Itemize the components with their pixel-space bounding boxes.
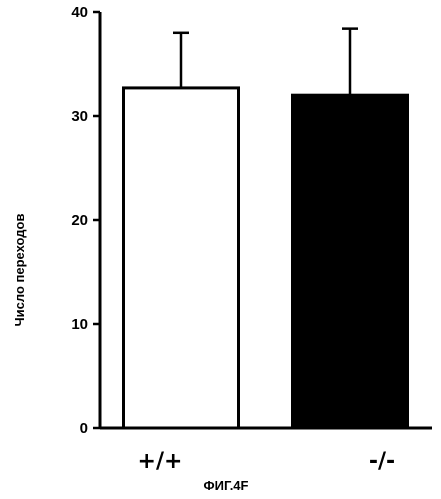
- x-category-label: -/-: [369, 449, 395, 474]
- bars: [124, 88, 408, 428]
- y-tick-label: 40: [71, 4, 88, 21]
- x-category-labels: +/+ -/-: [138, 449, 396, 474]
- bar-knockout: [293, 95, 408, 428]
- y-tick-label: 0: [80, 420, 88, 437]
- figure-caption: ФИГ.4F: [204, 478, 249, 493]
- y-tick-label: 20: [71, 212, 88, 229]
- error-bars: [173, 29, 358, 96]
- bar-wild-type: [124, 88, 239, 428]
- y-tick-label: 10: [71, 316, 88, 333]
- x-category-label: +/+: [138, 449, 183, 474]
- y-tick-label: 30: [71, 108, 88, 125]
- y-ticks: 0 10 20 30 40: [71, 4, 100, 437]
- y-axis-label: Число переходов: [12, 214, 27, 327]
